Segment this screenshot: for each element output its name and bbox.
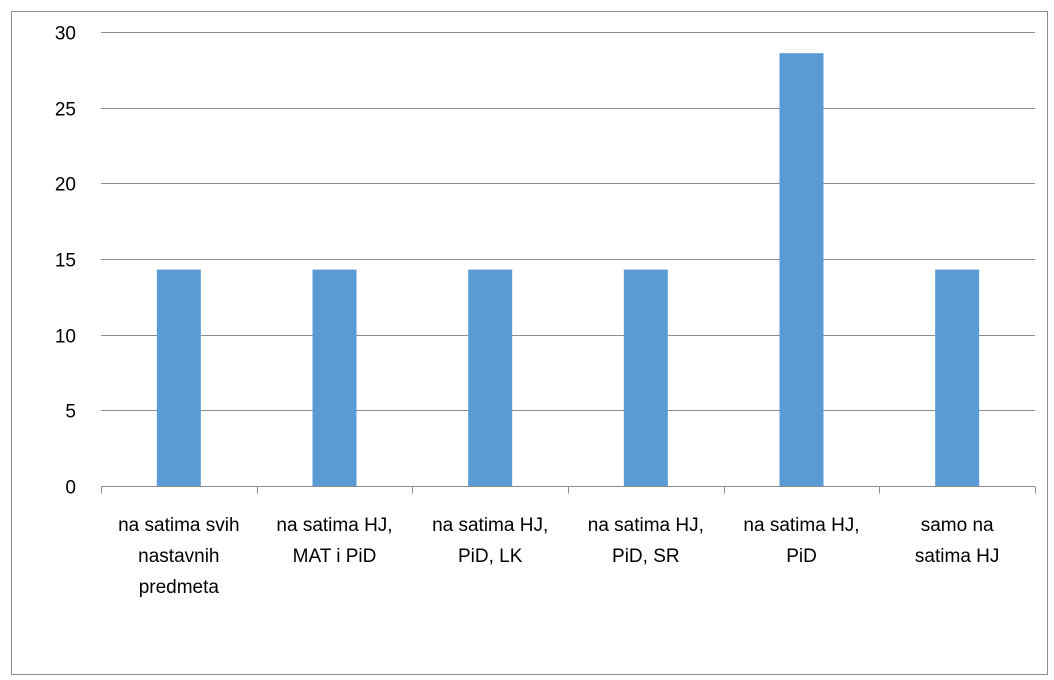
x-tick-label-line: na satima HJ, — [743, 515, 859, 536]
x-tick-label-line: MAT i PiD — [293, 546, 377, 567]
y-tick-label: 25 — [55, 100, 76, 121]
y-tick-label: 10 — [55, 327, 76, 348]
x-tick-label-line: na satima HJ, — [276, 515, 392, 536]
y-tick-label: 0 — [65, 478, 76, 499]
x-tick-label-line: predmeta — [139, 577, 220, 598]
x-tick-label-line: na satima HJ, — [588, 515, 704, 536]
x-tick-label-line: nastavnih — [138, 546, 219, 567]
x-axis — [101, 486, 1036, 494]
bar — [935, 269, 980, 486]
y-tick-label: 5 — [65, 402, 76, 423]
bars — [156, 53, 980, 486]
x-tick-label: na satima HJ, PiD, SR — [588, 515, 704, 567]
y-tick-label: 15 — [55, 251, 76, 272]
x-tick-label: samo na satima HJ — [915, 515, 999, 567]
bar — [623, 269, 668, 486]
x-tick-label-line: PiD, LK — [458, 546, 523, 567]
x-tick-label-line: PiD — [786, 546, 817, 567]
y-tick-label: 20 — [55, 175, 76, 196]
bar — [779, 53, 824, 486]
bar — [468, 269, 513, 486]
bar — [156, 269, 201, 486]
x-tick-label-line: na satima HJ, — [432, 515, 548, 536]
y-tick-label: 30 — [55, 24, 76, 45]
gridlines — [101, 32, 1035, 411]
y-tick-labels: 0 5 10 15 20 25 30 — [55, 24, 76, 499]
x-tick-label: na satima svih nastavnih predmeta — [118, 515, 239, 598]
x-tick-label-line: samo na — [921, 515, 994, 536]
x-tick-label: na satima HJ, PiD, LK — [432, 515, 548, 567]
x-tick-label: na satima HJ, PiD — [743, 515, 859, 567]
x-tick-label-line: satima HJ — [915, 546, 999, 567]
x-tick-label: na satima HJ, MAT i PiD — [276, 515, 392, 567]
x-tick-label-line: na satima svih — [118, 515, 239, 536]
bar — [312, 269, 357, 486]
x-tick-label-line: PiD, SR — [612, 546, 680, 567]
